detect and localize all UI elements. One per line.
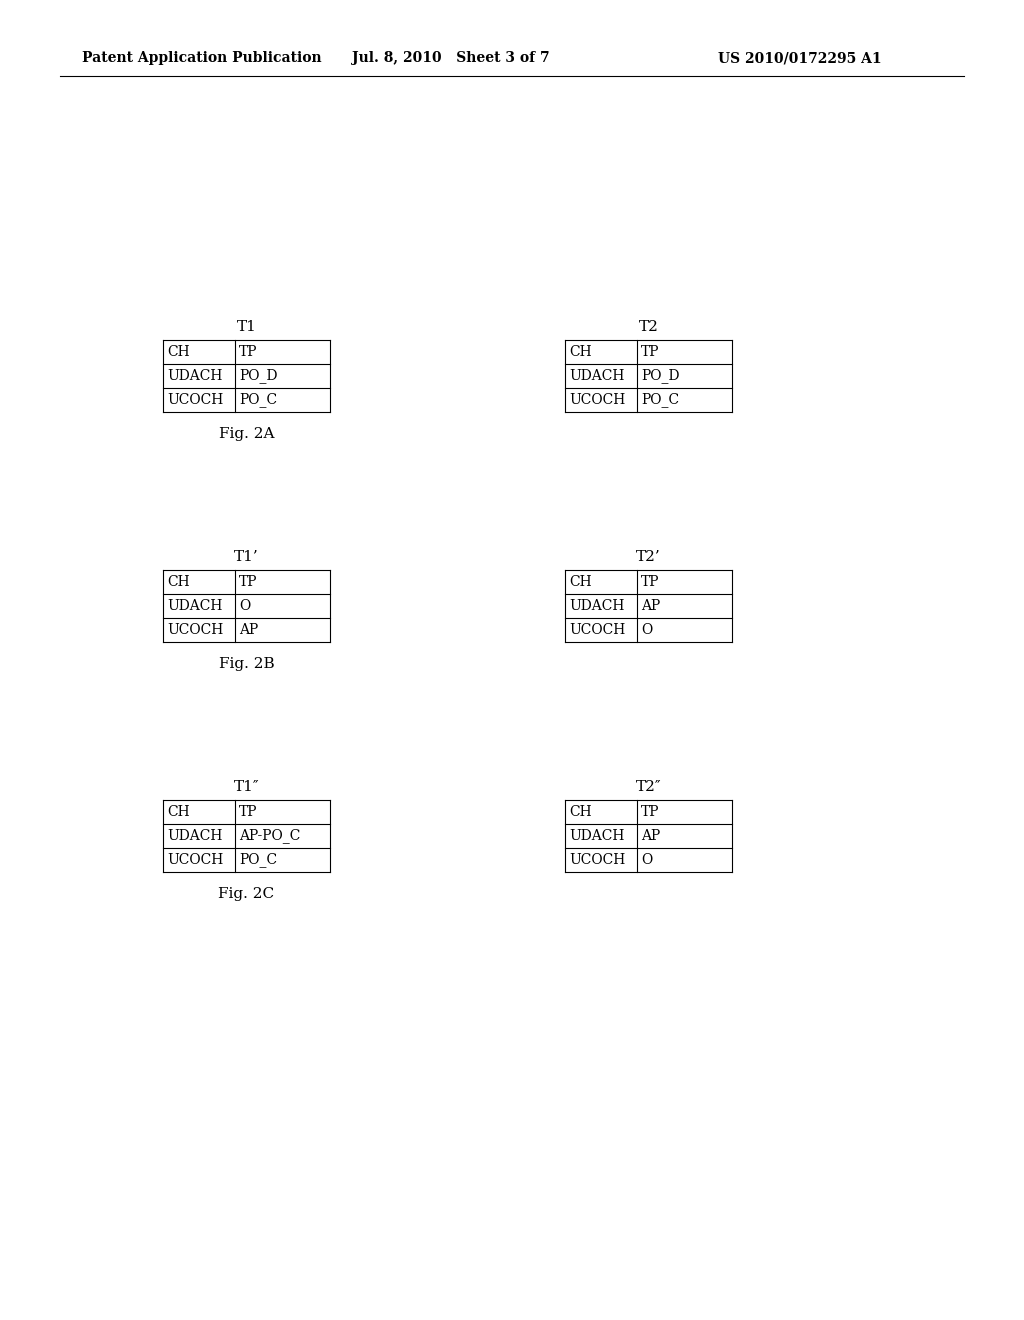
Text: TP: TP <box>641 345 659 359</box>
Text: PO_D: PO_D <box>239 368 278 383</box>
Text: UCOCH: UCOCH <box>167 623 223 638</box>
Text: UDACH: UDACH <box>569 370 625 383</box>
Text: PO_C: PO_C <box>239 853 278 867</box>
Text: UCOCH: UCOCH <box>569 393 626 407</box>
Text: O: O <box>641 853 652 867</box>
Text: CH: CH <box>167 576 189 589</box>
Text: UCOCH: UCOCH <box>167 853 223 867</box>
Text: Patent Application Publication: Patent Application Publication <box>82 51 322 65</box>
Text: AP: AP <box>641 829 660 843</box>
Text: UDACH: UDACH <box>167 599 222 612</box>
Text: Fig. 2A: Fig. 2A <box>219 426 274 441</box>
Text: CH: CH <box>569 576 592 589</box>
Text: UDACH: UDACH <box>569 599 625 612</box>
Text: PO_C: PO_C <box>239 392 278 408</box>
Text: AP-PO_C: AP-PO_C <box>239 829 300 843</box>
Text: T1’: T1’ <box>234 550 259 564</box>
Text: UDACH: UDACH <box>167 370 222 383</box>
Text: T2: T2 <box>639 319 658 334</box>
Text: US 2010/0172295 A1: US 2010/0172295 A1 <box>718 51 882 65</box>
Text: CH: CH <box>167 345 189 359</box>
Text: TP: TP <box>239 576 257 589</box>
Text: CH: CH <box>167 805 189 818</box>
Text: TP: TP <box>641 576 659 589</box>
Text: T2’: T2’ <box>636 550 660 564</box>
Text: T1: T1 <box>237 319 256 334</box>
Text: CH: CH <box>569 805 592 818</box>
Text: PO_C: PO_C <box>641 392 679 408</box>
Text: AP: AP <box>641 599 660 612</box>
Text: UDACH: UDACH <box>167 829 222 843</box>
Text: T2″: T2″ <box>636 780 662 795</box>
Text: UDACH: UDACH <box>569 829 625 843</box>
Text: Jul. 8, 2010   Sheet 3 of 7: Jul. 8, 2010 Sheet 3 of 7 <box>352 51 550 65</box>
Text: TP: TP <box>239 345 257 359</box>
Text: CH: CH <box>569 345 592 359</box>
Text: Fig. 2B: Fig. 2B <box>219 657 274 671</box>
Text: O: O <box>641 623 652 638</box>
Text: T1″: T1″ <box>233 780 259 795</box>
Text: TP: TP <box>641 805 659 818</box>
Text: PO_D: PO_D <box>641 368 680 383</box>
Text: AP: AP <box>239 623 258 638</box>
Text: UCOCH: UCOCH <box>569 853 626 867</box>
Text: O: O <box>239 599 250 612</box>
Text: Fig. 2C: Fig. 2C <box>218 887 274 902</box>
Text: TP: TP <box>239 805 257 818</box>
Text: UCOCH: UCOCH <box>569 623 626 638</box>
Text: UCOCH: UCOCH <box>167 393 223 407</box>
